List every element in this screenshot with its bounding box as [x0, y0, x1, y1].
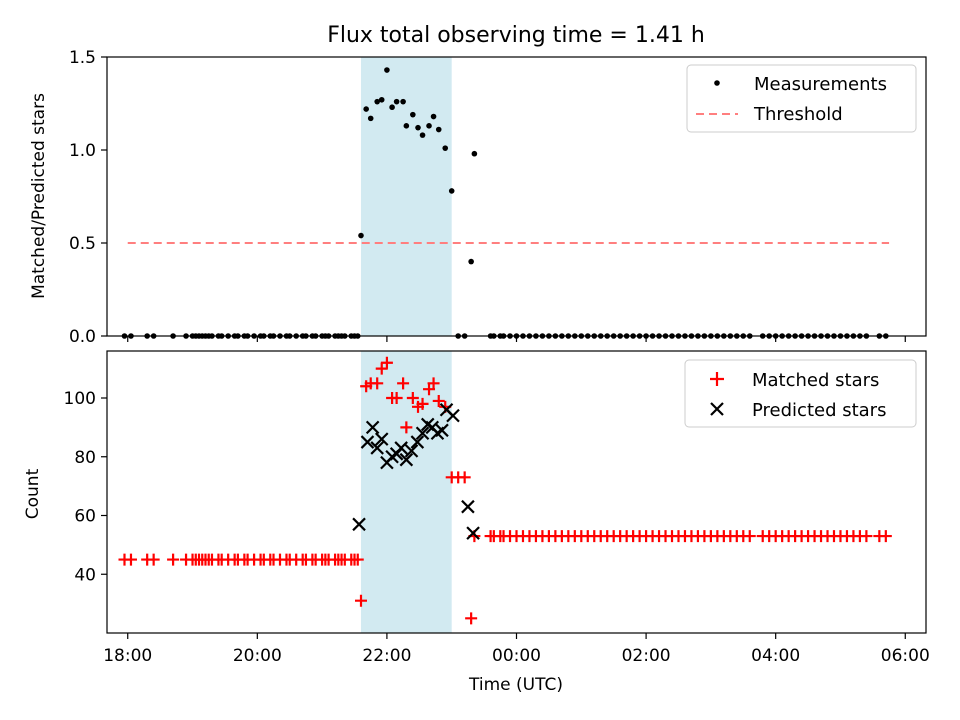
chart-title: Flux total observing time = 1.41 h [327, 23, 705, 48]
matched-star-point [465, 612, 478, 625]
matched-star-point [124, 553, 137, 566]
predicted-star-point [370, 441, 384, 455]
predicted-star-point [415, 426, 430, 441]
measurement-point [389, 104, 395, 111]
legend-matched-marker [710, 372, 724, 386]
legend-predicted-label: Predicted stars [752, 400, 886, 421]
bottom-x-ticks: 18:00 20:00 22:00 00:00 02:00 04:00 06:00 [103, 633, 930, 666]
predicted-star-point [446, 408, 460, 423]
x-tick-label: 02:00 [622, 646, 671, 666]
top-legend: Measurements Threshold [686, 64, 917, 133]
measurement-point [415, 124, 421, 131]
matched-star-point [400, 421, 413, 434]
x-tick-label: 00:00 [492, 646, 541, 666]
measurement-point [384, 67, 390, 73]
x-tick-label: 04:00 [751, 646, 800, 666]
predicted-star-points [352, 402, 480, 540]
matched-star-point [860, 530, 873, 543]
matched-star-point [380, 356, 393, 369]
bottom-legend-box [684, 359, 917, 428]
matched-star-point [354, 594, 367, 607]
legend-threshold-label: Threshold [753, 104, 843, 125]
y-tick-label: 1.5 [69, 48, 96, 68]
predicted-star-point [410, 435, 425, 449]
y-tick-label: 0.0 [69, 327, 96, 347]
measurement-point [448, 188, 455, 194]
measurement-point [378, 96, 385, 103]
measurement-point [367, 115, 374, 122]
measurement-point [430, 113, 437, 120]
matched-star-point [879, 530, 892, 543]
measurement-point [435, 126, 442, 133]
matched-star-point [416, 397, 429, 410]
matched-star-point [147, 553, 160, 566]
y-tick-label: 100 [64, 389, 96, 409]
predicted-star-point [352, 517, 366, 532]
measurement-points [121, 67, 889, 339]
observing-span-top [360, 57, 452, 336]
x-tick-label: 06:00 [881, 646, 930, 666]
top-x-ticks [127, 336, 906, 342]
predicted-star-point [360, 435, 375, 449]
matched-star-point [375, 362, 388, 375]
matched-star-point [432, 394, 445, 407]
measurement-point [426, 123, 432, 129]
measurement-point [419, 132, 426, 138]
matched-star-point [427, 377, 440, 390]
observing-span-bottom [360, 351, 452, 633]
measurement-point [442, 145, 449, 151]
y-tick-label: 60 [74, 507, 96, 527]
matched-star-point [406, 392, 419, 404]
y-tick-label: 40 [74, 565, 96, 585]
bottom-legend: Matched stars Predicted stars [684, 359, 917, 428]
measurement-point [393, 98, 400, 105]
matched-star-point [351, 553, 364, 566]
x-axis-label: Time (UTC) [468, 675, 563, 695]
bottom-y-ticks: 40 60 80 100 [64, 389, 107, 585]
matched-star-points [118, 356, 892, 625]
matched-star-point [371, 377, 384, 390]
legend-predicted-marker [710, 402, 724, 416]
predicted-star-point [435, 423, 449, 438]
predicted-star-point [399, 452, 414, 467]
measurement-point [403, 123, 410, 129]
measurement-point [374, 98, 380, 105]
predicted-star-point [365, 420, 380, 435]
predicted-star-point [461, 499, 475, 514]
measurement-point [468, 258, 474, 265]
matched-star-point [167, 553, 180, 566]
predicted-star-point [374, 432, 389, 446]
legend-matched-label: Matched stars [752, 370, 879, 391]
predicted-star-point [394, 441, 408, 455]
matched-star-point [458, 471, 471, 484]
top-y-axis-label: Matched/Predicted stars [29, 93, 49, 299]
matched-star-point [390, 392, 403, 404]
predicted-star-point [466, 526, 480, 540]
top-y-ticks: 0.0 0.5 1.0 1.5 [69, 48, 107, 347]
top-legend-box [686, 64, 917, 133]
x-tick-label: 20:00 [233, 646, 282, 666]
matched-star-point [397, 377, 410, 390]
x-tick-label: 22:00 [362, 646, 411, 666]
legend-measurement-marker [714, 80, 720, 86]
matched-star-point [743, 530, 756, 543]
bottom-y-axis-label: Count [23, 468, 43, 519]
measurement-point [410, 111, 416, 118]
measurement-point [400, 98, 406, 105]
y-tick-label: 1.0 [69, 141, 96, 161]
measurement-point [471, 150, 478, 157]
x-tick-label: 18:00 [103, 646, 152, 666]
bottom-panel: 40 60 80 100 18:00 20:00 22:00 00:00 02:00 04:00… [23, 350, 930, 695]
y-tick-label: 0.5 [69, 234, 96, 254]
measurement-point [358, 232, 364, 239]
top-panel: 0.0 0.5 1.0 1.5 Matched/Predicted stars Mea… [29, 48, 927, 347]
y-tick-label: 80 [74, 448, 96, 468]
measurement-point [363, 106, 369, 112]
predicted-star-point [404, 444, 419, 458]
legend-measurements-label: Measurements [754, 74, 887, 95]
